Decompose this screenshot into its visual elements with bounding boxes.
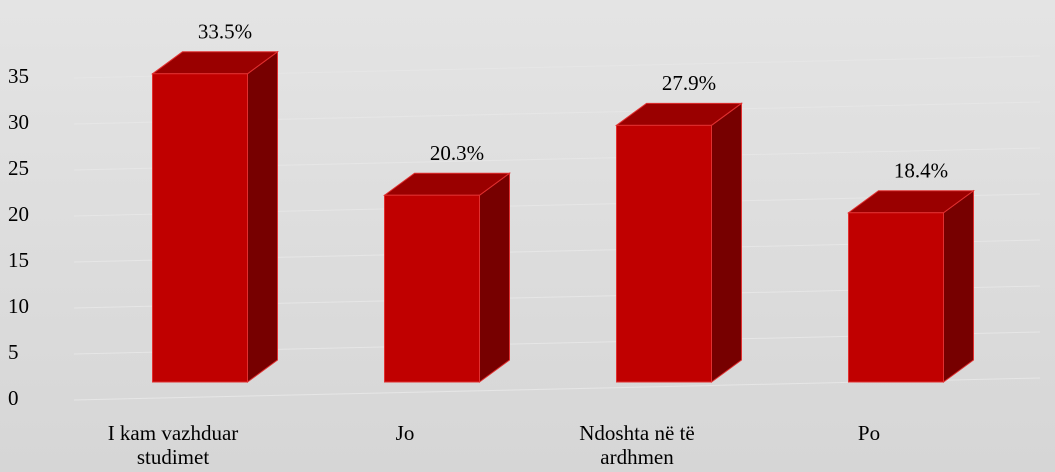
y-tick-label: 35 — [8, 64, 29, 88]
y-tick-label: 5 — [8, 340, 19, 364]
bar-front — [152, 73, 248, 383]
value-label: 18.4% — [894, 159, 948, 183]
bar-side — [479, 172, 510, 383]
bar — [382, 172, 512, 383]
bar-side — [943, 189, 974, 383]
bar-side — [711, 102, 742, 383]
bar-side — [247, 50, 278, 383]
bar-front — [848, 212, 944, 383]
value-label: 27.9% — [662, 71, 716, 95]
bar — [614, 102, 744, 383]
y-tick-label: 30 — [8, 110, 29, 134]
x-tick-label: I kam vazhduar studimet — [107, 421, 239, 469]
bar-front — [616, 124, 712, 383]
value-label: 20.3% — [430, 141, 484, 165]
x-tick-label: Jo — [395, 421, 415, 445]
y-tick-label: 20 — [8, 202, 29, 226]
y-tick-label: 10 — [8, 294, 29, 318]
y-tick-label: 0 — [8, 386, 19, 410]
bar — [846, 189, 976, 383]
x-tick-label: Ndoshta në të ardhmen — [579, 421, 695, 469]
value-label: 33.5% — [198, 20, 252, 44]
x-tick-label: Po — [857, 421, 881, 445]
y-tick-label: 25 — [8, 156, 29, 180]
bar-front — [384, 194, 480, 383]
y-tick-label: 15 — [8, 248, 29, 272]
bar — [150, 50, 280, 383]
